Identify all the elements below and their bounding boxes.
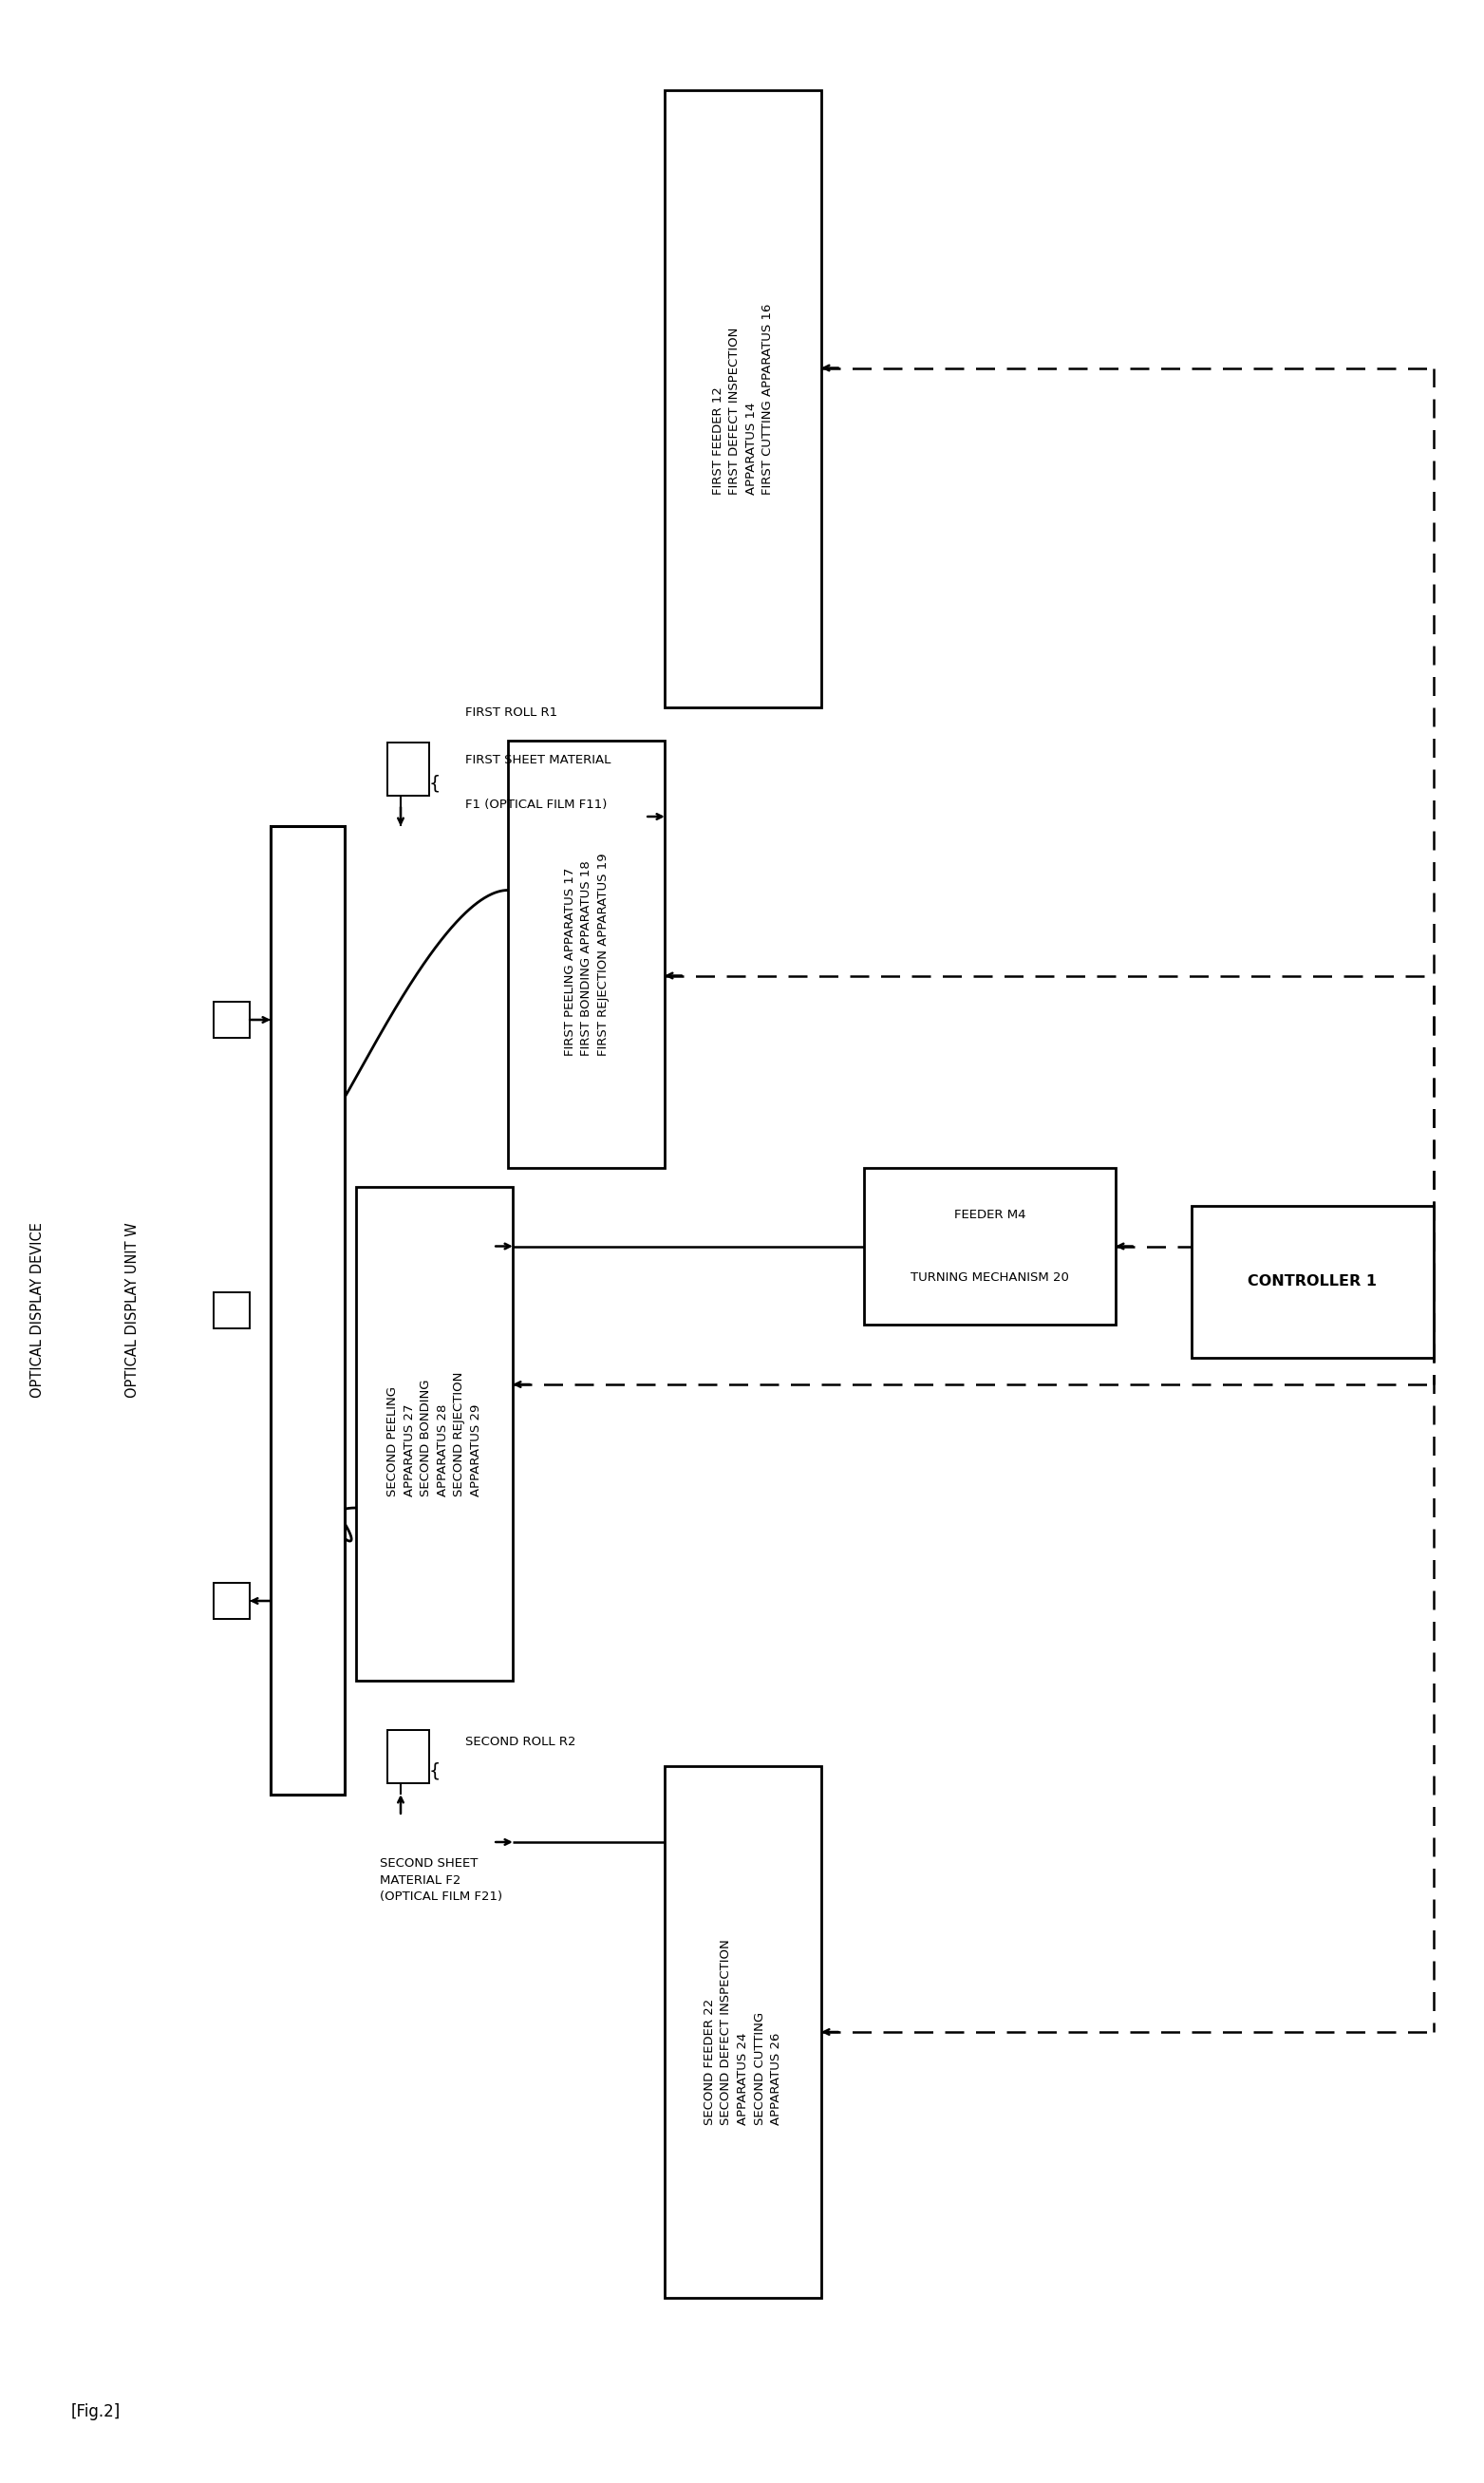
Bar [387,742,429,795]
Text: OPTICAL DISPLAY UNIT W: OPTICAL DISPLAY UNIT W [126,1222,139,1398]
Text: OPTICAL DISPLAY DEVICE: OPTICAL DISPLAY DEVICE [31,1222,45,1398]
Bar [214,1582,249,1619]
Text: F1 (OPTICAL FILM F11): F1 (OPTICAL FILM F11) [464,800,607,812]
Bar [1192,1207,1434,1358]
Text: SECOND PEELING
APPARATUS 27
SECOND BONDING
APPARATUS 28
SECOND REJECTION
APPARAT: SECOND PEELING APPARATUS 27 SECOND BONDI… [387,1371,482,1497]
Bar [508,740,665,1167]
Text: SECOND ROLL R2: SECOND ROLL R2 [464,1736,576,1748]
Bar [356,1187,512,1681]
Text: TURNING MECHANISM 20: TURNING MECHANISM 20 [911,1271,1068,1284]
Text: [Fig.2]: [Fig.2] [71,2404,120,2421]
Bar [864,1167,1116,1323]
Text: FIRST ROLL R1: FIRST ROLL R1 [464,705,558,718]
Bar [387,1731,429,1783]
Text: CONTROLLER 1: CONTROLLER 1 [1248,1274,1377,1289]
Text: SECOND SHEET
MATERIAL F2
(OPTICAL FILM F21): SECOND SHEET MATERIAL F2 (OPTICAL FILM F… [380,1857,503,1902]
Text: FIRST FEEDER 12
FIRST DEFECT INSPECTION
APPARATUS 14
FIRST CUTTING APPARATUS 16: FIRST FEEDER 12 FIRST DEFECT INSPECTION … [712,303,775,494]
Bar [665,89,821,708]
Bar [214,1291,249,1328]
Bar [665,1765,821,2297]
Bar [214,1001,249,1038]
Bar [270,827,344,1795]
Text: {: { [429,1763,441,1780]
Text: {: { [429,775,441,792]
Text: FIRST SHEET MATERIAL: FIRST SHEET MATERIAL [464,752,611,765]
Text: SECOND FEEDER 22
SECOND DEFECT INSPECTION
APPARATUS 24
SECOND CUTTING
APPARATUS : SECOND FEEDER 22 SECOND DEFECT INSPECTIO… [703,1939,782,2125]
Text: FEEDER M4: FEEDER M4 [954,1209,1025,1222]
Text: FIRST PEELING APPARATUS 17
FIRST BONDING APPARATUS 18
FIRST REJECTION APPARATUS : FIRST PEELING APPARATUS 17 FIRST BONDING… [564,852,608,1055]
